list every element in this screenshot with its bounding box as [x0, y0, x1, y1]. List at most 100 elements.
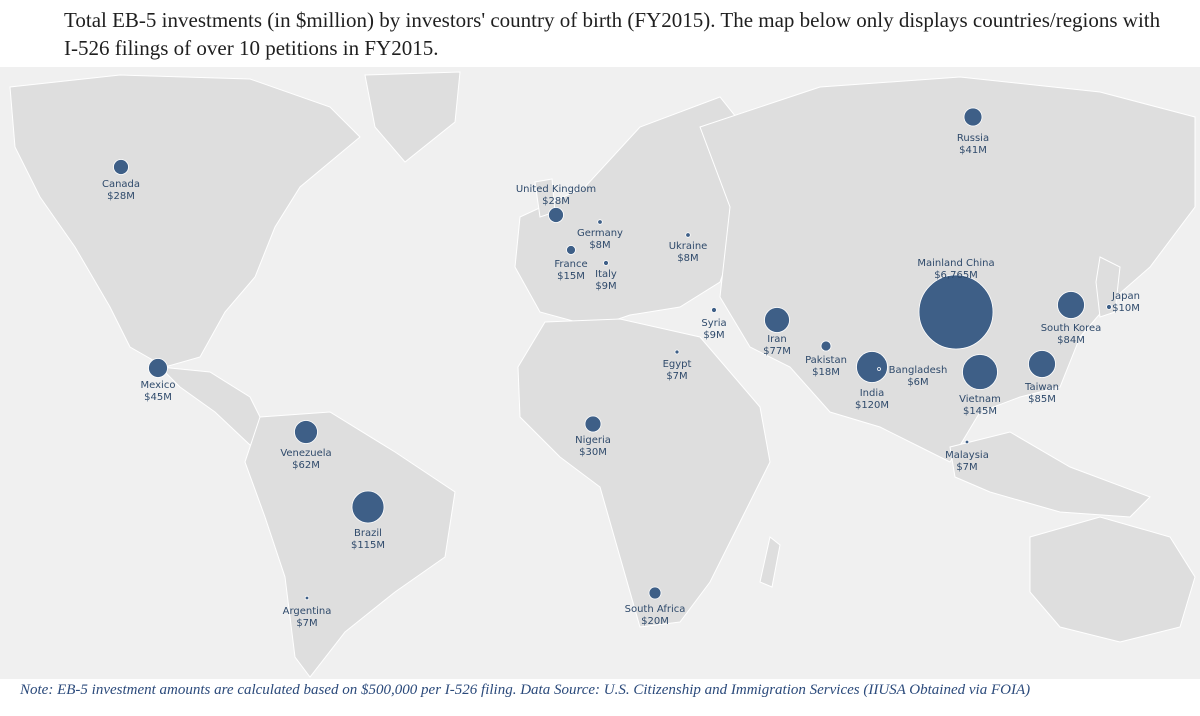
label-amount-bangladesh: $6M: [907, 377, 928, 388]
label-amount-syria: $9M: [703, 330, 724, 341]
bubble-india: [856, 351, 888, 383]
north-america-landmass: [9, 74, 361, 368]
bubble-syria: [711, 307, 717, 313]
label-name-vietnam: Vietnam: [959, 394, 1001, 405]
label-iran: Iran $77M: [763, 334, 791, 357]
label-amount-japan: $10M: [1112, 303, 1140, 314]
label-united-kingdom: United Kingdom $28M: [516, 184, 596, 207]
label-name-italy: Italy: [595, 269, 617, 280]
bubble-taiwan: [1028, 350, 1056, 378]
label-syria: Syria $9M: [701, 318, 726, 341]
southeast-asia-landmass: [949, 431, 1151, 518]
label-name-mexico: Mexico: [141, 380, 176, 391]
label-argentina: Argentina $7M: [283, 606, 332, 629]
bubble-south-korea: [1057, 291, 1085, 319]
label-japan: Japan $10M: [1111, 291, 1140, 314]
label-amount-iran: $77M: [763, 346, 791, 357]
label-name-bangladesh: Bangladesh: [889, 365, 948, 376]
label-south-africa: South Africa $20M: [625, 604, 686, 627]
asia-landmass: [699, 76, 1196, 463]
label-name-ukraine: Ukraine: [669, 241, 708, 252]
label-amount-argentina: $7M: [296, 618, 317, 629]
label-amount-south-korea: $84M: [1057, 335, 1085, 346]
map-title: Total EB-5 investments (in $million) by …: [64, 8, 1161, 60]
label-name-canada: Canada: [102, 179, 140, 190]
label-amount-italy: $9M: [595, 281, 616, 292]
bubble-italy: [603, 260, 609, 266]
land-masses: [9, 71, 1196, 678]
label-name-japan: Japan: [1111, 291, 1140, 302]
label-name-pakistan: Pakistan: [805, 355, 847, 366]
bubble-south-africa: [648, 586, 662, 600]
bubble-mexico: [148, 358, 168, 378]
label-amount-venezuela: $62M: [292, 460, 320, 471]
label-amount-india: $120M: [855, 400, 889, 411]
bubble-russia: [963, 107, 983, 127]
label-india: India $120M: [855, 388, 889, 411]
label-south-korea: South Korea $84M: [1041, 323, 1102, 346]
label-name-germany: Germany: [577, 228, 623, 239]
australia-landmass: [1029, 516, 1196, 643]
bubble-malaysia: [964, 439, 970, 445]
bubble-canada: [113, 159, 129, 175]
label-egypt: Egypt $7M: [663, 359, 692, 382]
label-name-brazil: Brazil: [354, 528, 382, 539]
label-name-nigeria: Nigeria: [575, 435, 611, 446]
bubble-germany: [597, 219, 603, 225]
label-amount-mainland-china: $6,765M: [934, 270, 978, 281]
bubble-nigeria: [584, 415, 602, 433]
label-amount-germany: $8M: [589, 240, 610, 251]
label-amount-south-africa: $20M: [641, 616, 669, 627]
label-name-united-kingdom: United Kingdom: [516, 184, 596, 195]
label-amount-nigeria: $30M: [579, 447, 607, 458]
label-amount-egypt: $7M: [666, 371, 687, 382]
label-name-egypt: Egypt: [663, 359, 692, 370]
label-name-malaysia: Malaysia: [945, 450, 989, 461]
label-amount-united-kingdom: $28M: [542, 196, 570, 207]
label-name-venezuela: Venezuela: [280, 448, 331, 459]
label-name-syria: Syria: [701, 318, 726, 329]
label-mexico: Mexico $45M: [141, 380, 176, 403]
label-venezuela: Venezuela $62M: [280, 448, 331, 471]
bubble-vietnam: [962, 354, 998, 390]
bubble-united-kingdom: [548, 207, 564, 223]
bubble-mainland-china: [918, 274, 994, 350]
bubble-japan: [1106, 304, 1112, 310]
label-italy: Italy $9M: [595, 269, 617, 292]
label-malaysia: Malaysia $7M: [945, 450, 989, 473]
label-name-india: India: [860, 388, 885, 399]
label-amount-mexico: $45M: [144, 392, 172, 403]
label-canada: Canada $28M: [102, 179, 140, 202]
label-vietnam: Vietnam $145M: [959, 394, 1001, 417]
label-amount-ukraine: $8M: [677, 253, 698, 264]
label-name-iran: Iran: [767, 334, 787, 345]
label-name-mainland-china: Mainland China: [917, 258, 994, 269]
label-russia: Russia $41M: [957, 133, 989, 156]
label-france: France $15M: [554, 259, 587, 282]
bubble-ukraine: [685, 232, 691, 238]
label-name-russia: Russia: [957, 133, 989, 144]
label-amount-france: $15M: [557, 271, 585, 282]
label-name-argentina: Argentina: [283, 606, 332, 617]
label-pakistan: Pakistan $18M: [805, 355, 847, 378]
label-name-taiwan: Taiwan: [1024, 382, 1059, 393]
label-mainland-china: Mainland China $6,765M: [917, 258, 994, 281]
label-amount-brazil: $115M: [351, 540, 385, 551]
label-brazil: Brazil $115M: [351, 528, 385, 551]
bubble-brazil: [351, 490, 385, 524]
label-amount-russia: $41M: [959, 145, 987, 156]
data-source-note: Note: EB-5 investment amounts are calcul…: [20, 682, 1031, 698]
label-amount-taiwan: $85M: [1028, 394, 1056, 405]
label-amount-pakistan: $18M: [812, 367, 840, 378]
madagascar-landmass: [759, 536, 781, 588]
label-name-south-africa: South Africa: [625, 604, 686, 615]
south-america-landmass: [244, 411, 456, 678]
bubbles-layer: [113, 107, 1112, 601]
label-amount-canada: $28M: [107, 191, 135, 202]
label-name-france: France: [554, 259, 587, 270]
label-germany: Germany $8M: [577, 228, 623, 251]
label-taiwan: Taiwan $85M: [1024, 382, 1059, 405]
label-amount-vietnam: $145M: [963, 406, 997, 417]
